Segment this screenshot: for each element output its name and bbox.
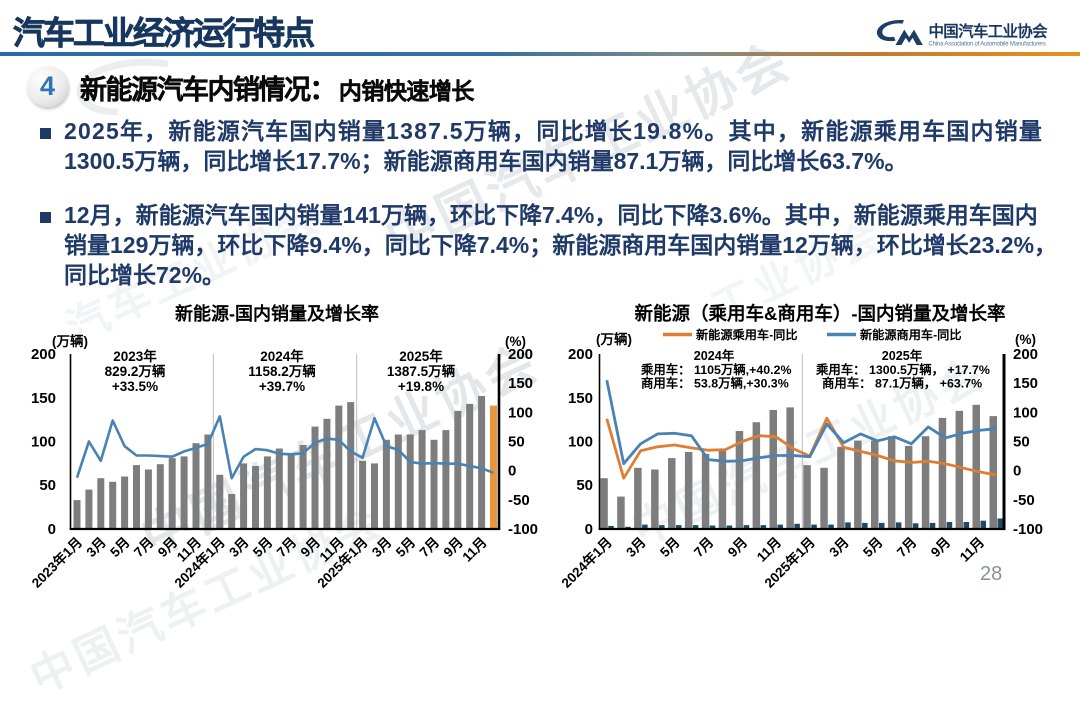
svg-text:3月: 3月: [83, 535, 108, 560]
svg-text:200: 200: [508, 346, 533, 363]
svg-text:新能源乘用车-同比: 新能源乘用车-同比: [696, 327, 798, 342]
svg-text:新能源-国内销量及增长率: 新能源-国内销量及增长率: [175, 303, 379, 324]
svg-text:50: 50: [39, 477, 56, 494]
svg-text:3月: 3月: [369, 535, 394, 560]
svg-text:3月: 3月: [623, 535, 648, 560]
svg-text:乘用车： 1105万辆,+40.2%: 乘用车： 1105万辆,+40.2%: [640, 362, 791, 377]
svg-text:乘用车： 1300.5万辆， +17.7%: 乘用车： 1300.5万辆， +17.7%: [815, 362, 990, 377]
svg-text:0: 0: [1013, 463, 1021, 480]
svg-text:7月: 7月: [274, 535, 299, 560]
svg-text:7月: 7月: [894, 535, 919, 560]
svg-text:200: 200: [568, 346, 593, 363]
svg-text:(万辆): (万辆): [596, 331, 632, 347]
svg-text:100: 100: [508, 404, 533, 421]
svg-text:0: 0: [48, 521, 56, 538]
svg-text:3月: 3月: [826, 535, 851, 560]
svg-text:新能源商用车-同比: 新能源商用车-同比: [860, 327, 962, 342]
svg-text:7月: 7月: [417, 535, 442, 560]
svg-text:100: 100: [31, 434, 56, 451]
svg-text:150: 150: [508, 375, 533, 392]
svg-text:-50: -50: [508, 492, 530, 509]
svg-text:1158.2万辆: 1158.2万辆: [248, 363, 316, 379]
svg-text:5月: 5月: [107, 535, 132, 560]
svg-text:1387.5万辆: 1387.5万辆: [387, 363, 456, 379]
svg-text:-100: -100: [508, 521, 538, 538]
svg-text:9月: 9月: [928, 535, 953, 560]
svg-text:150: 150: [568, 390, 593, 407]
svg-text:100: 100: [1013, 404, 1038, 421]
svg-text:-50: -50: [1013, 492, 1035, 509]
svg-text:2025年: 2025年: [399, 348, 443, 364]
svg-text:+33.5%: +33.5%: [112, 379, 158, 394]
svg-text:11月: 11月: [754, 535, 784, 565]
svg-text:9月: 9月: [725, 535, 750, 560]
svg-text:5月: 5月: [250, 535, 275, 560]
svg-text:(%): (%): [1015, 332, 1036, 347]
svg-text:2025年: 2025年: [882, 348, 923, 363]
svg-text:(万辆): (万辆): [52, 333, 88, 349]
svg-text:5月: 5月: [860, 535, 885, 560]
svg-text:2023年: 2023年: [113, 348, 157, 364]
svg-text:7月: 7月: [691, 535, 716, 560]
svg-text:5月: 5月: [657, 535, 682, 560]
svg-text:0: 0: [508, 463, 516, 480]
svg-text:(%): (%): [505, 334, 526, 349]
svg-text:200: 200: [1013, 346, 1038, 363]
svg-text:+19.8%: +19.8%: [398, 379, 444, 394]
svg-text:3月: 3月: [226, 535, 251, 560]
svg-text:50: 50: [1013, 434, 1030, 451]
svg-text:2024年: 2024年: [694, 348, 735, 363]
svg-text:150: 150: [1013, 375, 1038, 392]
svg-text:中国汽车工业协会: 中国汽车工业协会: [929, 22, 1049, 41]
svg-text:-100: -100: [1013, 521, 1043, 538]
svg-text:0: 0: [585, 521, 593, 538]
svg-text:11月: 11月: [957, 535, 987, 565]
svg-text:5月: 5月: [393, 535, 418, 560]
svg-text:829.2万辆: 829.2万辆: [105, 363, 166, 379]
svg-text:100: 100: [568, 434, 593, 451]
svg-text:新能源（乘用车&商用车）-国内销量及增长率: 新能源（乘用车&商用车）-国内销量及增长率: [634, 303, 1005, 324]
svg-text:商用车： 53.8万辆,+30.3%: 商用车： 53.8万辆,+30.3%: [641, 376, 789, 391]
svg-text:2023年1月: 2023年1月: [28, 534, 85, 591]
svg-text:50: 50: [508, 434, 525, 451]
svg-text:China Association of Automobil: China Association of Automobile Manufact…: [929, 42, 1047, 48]
svg-text:50: 50: [576, 477, 593, 494]
svg-text:150: 150: [31, 390, 56, 407]
svg-text:200: 200: [31, 346, 56, 363]
svg-text:+39.7%: +39.7%: [259, 379, 305, 394]
svg-text:11月: 11月: [459, 535, 489, 565]
svg-text:2024年1月: 2024年1月: [558, 534, 615, 591]
svg-text:7月: 7月: [131, 535, 156, 560]
svg-text:商用车： 87.1万辆， +63.7%: 商用车： 87.1万辆， +63.7%: [822, 376, 982, 391]
svg-text:2024年: 2024年: [260, 348, 304, 364]
